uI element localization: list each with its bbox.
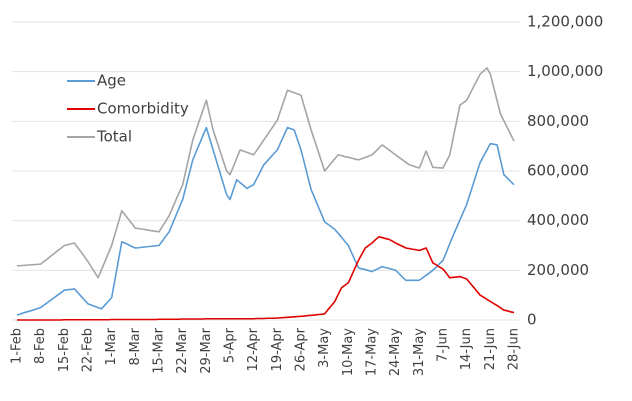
x-tick-label: 21-Jun	[483, 328, 498, 370]
x-tick-label: 7-Jun	[436, 328, 451, 362]
x-tick-label: 15-Feb	[57, 328, 72, 372]
x-tick-label: 17-May	[365, 328, 380, 376]
x-tick-label: 24-May	[388, 328, 403, 376]
x-tick-label: 10-May	[341, 328, 356, 376]
y-tick-label: 400,000	[527, 211, 589, 229]
legend-label: Comorbidity	[97, 100, 189, 118]
x-tick-label: 1-Mar	[104, 327, 119, 365]
x-tick-label: 8-Mar	[128, 327, 143, 365]
x-tick-label: 28-Jun	[507, 328, 522, 370]
x-tick-label: 15-Mar	[152, 327, 167, 373]
x-tick-label: 22-Feb	[81, 328, 96, 372]
series-line	[16, 126, 515, 316]
series-line	[17, 236, 515, 321]
legend-label: Total	[96, 128, 132, 146]
x-tick-label: 22-Mar	[175, 327, 190, 373]
x-tick-label: 5-Apr	[223, 327, 238, 363]
x-tick-label: 12-Apr	[246, 327, 261, 371]
x-tick-label: 8-Feb	[33, 328, 48, 364]
y-tick-label: 0	[527, 311, 537, 329]
series-line	[16, 67, 515, 279]
y-tick-label: 600,000	[527, 162, 589, 180]
x-tick-label: 14-Jun	[459, 328, 474, 370]
legend-label: Age	[97, 72, 126, 90]
y-tick-label: 1,000,000	[527, 62, 603, 80]
y-tick-label: 800,000	[527, 112, 589, 130]
x-tick-label: 1-Feb	[10, 328, 25, 364]
x-tick-label: 29-Mar	[199, 327, 214, 373]
x-tick-label: 26-Apr	[294, 327, 309, 371]
x-tick-label: 31-May	[412, 328, 427, 376]
x-tick-label: 19-Apr	[270, 327, 285, 371]
y-tick-label: 1,200,000	[527, 13, 603, 31]
y-tick-label: 200,000	[527, 261, 589, 279]
x-tick-label: 3-May	[317, 328, 332, 368]
